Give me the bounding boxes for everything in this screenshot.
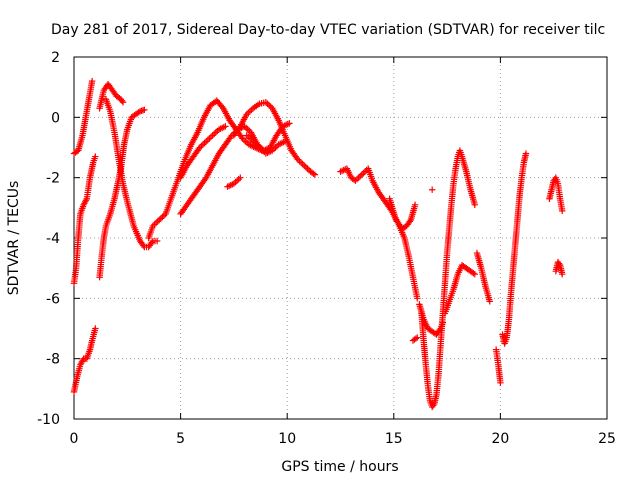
data-point-marker — [310, 170, 317, 177]
data-point-marker — [92, 153, 99, 160]
data-point-marker — [201, 175, 209, 183]
data-point-marker — [242, 124, 250, 132]
data-point-marker — [311, 171, 319, 178]
data-point-marker — [156, 216, 163, 224]
data-point-marker — [119, 99, 127, 106]
data-point-marker — [237, 174, 244, 181]
data-point-marker — [412, 335, 420, 342]
data-point-marker — [218, 103, 226, 110]
data-point-marker — [140, 242, 147, 249]
data-point-marker — [361, 168, 369, 175]
chart-title: Day 281 of 2017, Sidereal Day-to-day VTE… — [51, 22, 605, 38]
y-tick-label: -4 — [46, 231, 60, 247]
x-tick-labels: 0 5 10 15 20 25 — [70, 431, 616, 447]
x-axis-title: GPS time / hours — [281, 459, 398, 475]
data-point-marker — [302, 163, 310, 171]
data-point-marker — [236, 124, 243, 132]
data-point-marker — [471, 271, 479, 278]
data-point-marker — [559, 207, 566, 215]
data-point-marker — [207, 133, 215, 141]
data-point-marker — [88, 77, 96, 85]
y-tick-label: -2 — [46, 171, 60, 187]
data-point-marker — [199, 141, 207, 148]
data-point-marker — [471, 201, 479, 209]
data-point-marker — [118, 97, 126, 104]
data-point-marker — [282, 121, 290, 129]
data-point-marker — [555, 260, 563, 267]
data-point-marker — [159, 213, 166, 221]
data-point-marker — [235, 175, 242, 183]
data-point-marker — [301, 162, 308, 169]
data-point-marker — [411, 201, 419, 209]
data-point-marker — [486, 298, 493, 305]
y-tick-label: -8 — [46, 352, 60, 368]
data-point-marker — [212, 129, 219, 136]
x-tick-label: 10 — [278, 431, 296, 447]
data-point-marker — [222, 123, 229, 130]
data-point-marker — [154, 218, 161, 225]
x-tick-label: 25 — [598, 431, 616, 447]
data-point-marker — [210, 130, 218, 138]
data-point-marker — [92, 325, 99, 332]
data-point-marker — [135, 109, 142, 116]
data-point-marker — [82, 197, 90, 204]
x-tick-label: 0 — [70, 431, 79, 447]
data-point-marker — [233, 177, 241, 184]
data-point-marker — [297, 159, 305, 166]
plot-frame — [73, 56, 608, 420]
data-point-marker — [202, 138, 210, 145]
data-point-marker — [353, 175, 361, 183]
data-point-marker — [286, 120, 293, 127]
data-point-marker — [148, 239, 156, 246]
data-point-marker — [201, 139, 208, 147]
data-point-marker — [497, 379, 504, 386]
data-point-marker — [522, 150, 530, 157]
data-point-marker — [227, 182, 234, 189]
x-tick-label: 15 — [385, 431, 403, 447]
data-point-marker — [246, 108, 254, 115]
data-point-marker — [304, 165, 311, 172]
data-point-marker — [360, 169, 367, 177]
data-point-marker — [470, 269, 477, 277]
data-point-marker — [218, 124, 226, 132]
data-point-marker — [414, 295, 421, 302]
y-axis-title: SDTVAR / TECUs — [6, 181, 22, 296]
data-point-marker — [264, 100, 271, 107]
data-point-marker — [430, 402, 437, 409]
data-point-marker — [299, 160, 306, 168]
data-point-marker — [209, 132, 216, 139]
y-tick-label: 2 — [51, 50, 60, 66]
data-point-marker — [559, 271, 566, 278]
data-point-marker — [141, 106, 148, 113]
data-point-marker — [153, 237, 161, 245]
x-tick-label: 5 — [176, 431, 185, 447]
data-point-marker — [358, 171, 366, 178]
grid — [74, 57, 607, 419]
data-point-marker — [428, 186, 436, 193]
data-point-marker — [152, 219, 160, 227]
y-tick-label: -10 — [37, 412, 60, 428]
data-markers — [70, 77, 566, 411]
data-point-marker — [204, 136, 211, 144]
axis-ticks — [73, 56, 608, 420]
y-tick-labels: -10 -8 -6 -4 -2 0 2 — [37, 50, 60, 428]
data-point-marker — [357, 172, 364, 180]
data-point-marker — [206, 135, 213, 142]
y-tick-label: -6 — [46, 291, 60, 307]
data-point-marker — [281, 138, 289, 145]
y-tick-label: 0 — [51, 110, 60, 126]
data-point-marker — [278, 139, 286, 147]
data-point-marker — [406, 218, 413, 225]
data-point-marker — [157, 215, 165, 222]
data-point-marker — [414, 334, 421, 341]
x-tick-label: 20 — [491, 431, 509, 447]
